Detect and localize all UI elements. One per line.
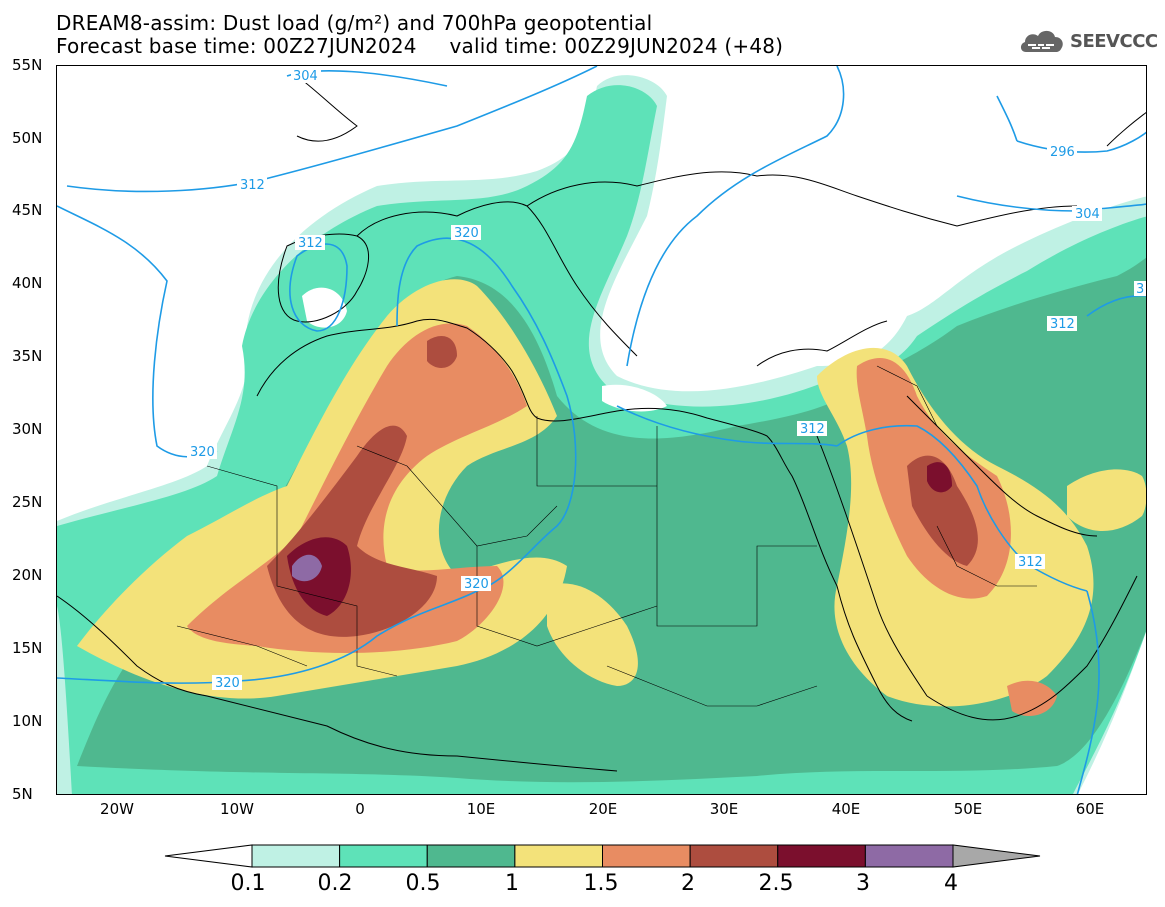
- lon-label: 40E: [831, 800, 861, 818]
- dust-level-3: [292, 554, 322, 582]
- dust-level-1.5: [1007, 680, 1057, 716]
- legend-tick-label: 1.5: [583, 871, 619, 896]
- legend-tick-label: 2: [681, 871, 695, 896]
- geopotential-contours: [57, 66, 1146, 794]
- lat-label: 40N: [12, 274, 43, 292]
- country-borders: [176, 365, 1037, 707]
- lat-label: 10N: [12, 712, 43, 730]
- lon-label: 10W: [220, 800, 254, 818]
- lon-label: 30E: [709, 800, 739, 818]
- legend-color-box: [602, 844, 691, 868]
- contour-label: 320: [454, 226, 479, 241]
- dust-level-1: [547, 583, 638, 686]
- dust-level-2.5: [927, 462, 952, 493]
- legend-color-box: [514, 844, 603, 868]
- forecast-time-line: Forecast base time: 00Z27JUN2024 valid t…: [56, 34, 784, 58]
- lat-label: 5N: [12, 785, 33, 803]
- lat-label: 45N: [12, 201, 43, 219]
- lon-label: 60E: [1075, 800, 1105, 818]
- coastlines: [57, 75, 1146, 772]
- legend-tick-label: 0.2: [317, 871, 353, 896]
- lat-label: 20N: [12, 566, 43, 584]
- contour-label: 312: [240, 178, 265, 193]
- contour-label: 304: [293, 69, 318, 84]
- lat-label: 25N: [12, 493, 43, 511]
- legend-tick-label: 3: [856, 871, 870, 896]
- contour-label: 320: [215, 676, 240, 691]
- dust-level-2: [427, 336, 457, 368]
- lat-label: 30N: [12, 420, 43, 438]
- lat-label: 15N: [12, 639, 43, 657]
- contour-labels: 304 312 312 320 320 320 320 312 312 296 …: [187, 68, 1146, 691]
- legend-color-box: [251, 844, 341, 868]
- logo-text: SEEVCCC: [1070, 30, 1158, 52]
- contour-label: 312: [1050, 317, 1075, 332]
- dust-load-map: 304 312 312 320 320 320 320 312 312 296 …: [57, 66, 1146, 794]
- contour-label: 3: [1136, 282, 1144, 297]
- legend-tick-label: 0.1: [230, 871, 266, 896]
- contour-label: 312: [800, 422, 825, 437]
- legend-tick-label: 0.5: [405, 871, 441, 896]
- contour-label: 296: [1050, 145, 1075, 160]
- map-title: DREAM8-assim: Dust load (g/m²) and 700hP…: [56, 11, 653, 35]
- contour-label: 312: [1018, 555, 1043, 570]
- legend-color-box: [426, 844, 516, 868]
- legend-color-box: [689, 844, 779, 868]
- lon-label: 20W: [100, 800, 134, 818]
- contour-label: 304: [1075, 207, 1100, 222]
- lon-label: 20E: [588, 800, 618, 818]
- legend-color-box: [864, 844, 954, 868]
- clean-air-patch: [602, 384, 667, 412]
- seevccc-logo: SEEVCCC: [1018, 26, 1158, 56]
- dust-field: [57, 75, 1146, 794]
- legend-underflow-triangle: [164, 844, 253, 868]
- contour-label: 320: [190, 445, 215, 460]
- legend-tick-label: 4: [944, 871, 958, 896]
- lat-label: 50N: [12, 129, 43, 147]
- lat-label: 35N: [12, 347, 43, 365]
- legend-overflow-triangle: [952, 844, 1041, 868]
- lon-label: 50E: [953, 800, 983, 818]
- cloud-logo-icon: [1020, 30, 1063, 52]
- map-area[interactable]: 304 312 312 320 320 320 320 312 312 296 …: [56, 65, 1147, 795]
- lon-label: 0: [355, 800, 365, 818]
- legend-tick-label: 2.5: [758, 871, 794, 896]
- lat-label: 55N: [12, 56, 43, 74]
- contour-label: 320: [464, 577, 489, 592]
- legend-color-box: [777, 844, 866, 868]
- lon-label: 10E: [466, 800, 496, 818]
- legend-color-box: [339, 844, 428, 868]
- contour-label: 312: [298, 236, 323, 251]
- legend-tick-label: 1: [505, 871, 519, 896]
- dust-level-2: [907, 455, 978, 566]
- dust-level-1: [1067, 469, 1146, 531]
